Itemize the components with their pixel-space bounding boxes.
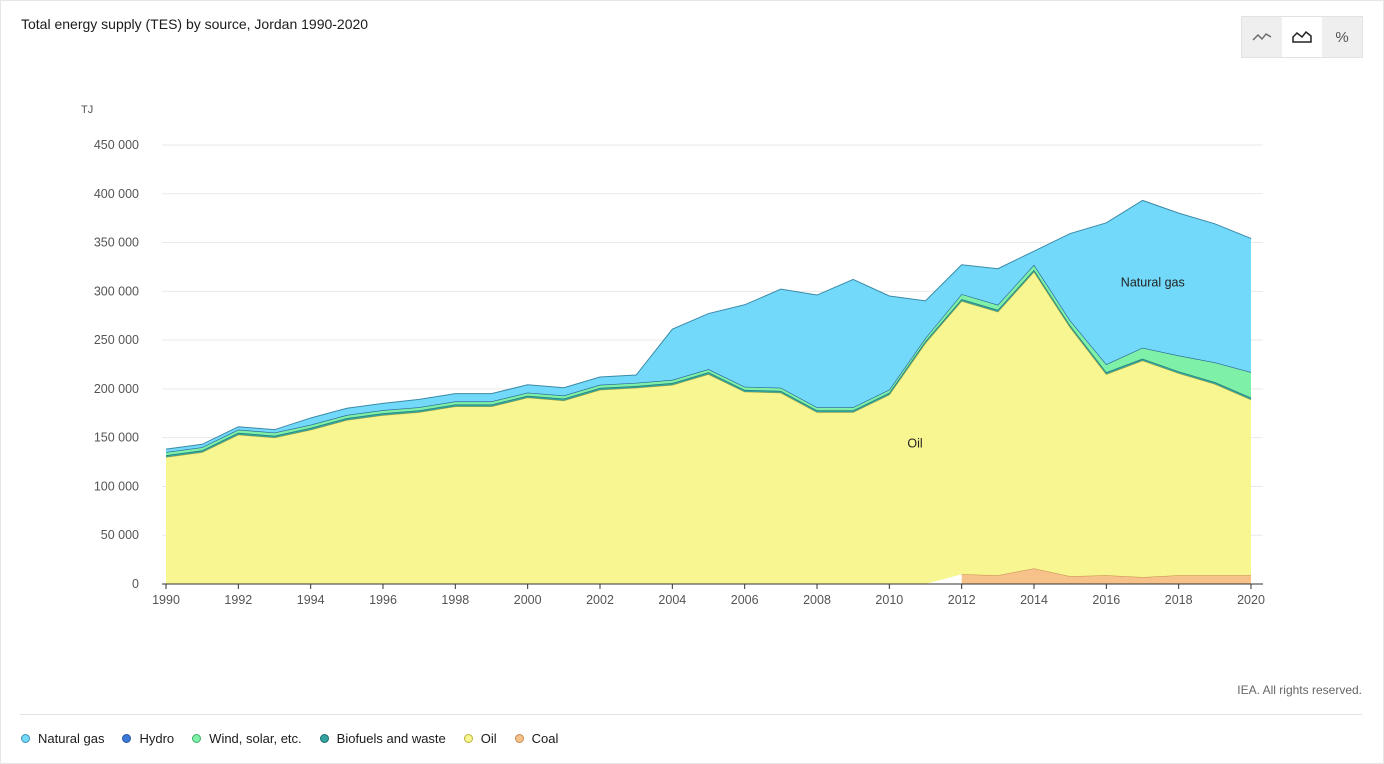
legend-divider (20, 714, 1362, 715)
x-tick-label: 1996 (369, 593, 397, 607)
y-tick-label: 250 000 (94, 333, 139, 347)
y-tick-label: 50 000 (101, 528, 139, 542)
y-tick-label: 350 000 (94, 236, 139, 250)
area-natural-gas (166, 200, 1251, 453)
y-unit-label: TJ (81, 104, 93, 116)
y-tick-label: 300 000 (94, 284, 139, 298)
chart-type-toggle: % (1241, 16, 1363, 58)
line-chart-button[interactable] (1242, 17, 1282, 57)
legend-item-hydro[interactable]: Hydro (122, 731, 174, 746)
legend-label: Hydro (139, 731, 175, 746)
x-tick-label: 2018 (1165, 593, 1193, 607)
legend-swatch (319, 734, 329, 743)
legend-label: Biofuels and waste (336, 731, 446, 746)
area-coal (961, 568, 1251, 584)
x-tick-label: 2012 (948, 593, 976, 607)
x-tick-label: 1992 (224, 593, 252, 607)
x-tick-label: 2008 (803, 593, 831, 607)
y-tick-label: 150 000 (94, 431, 139, 445)
legend-item-natural-gas[interactable]: Natural gas (21, 731, 104, 746)
x-tick-label: 1990 (152, 593, 180, 607)
legend-label: Wind, solar, etc. (209, 731, 302, 746)
x-tick-label: 2004 (658, 593, 686, 607)
series-annotation: Natural gas (1121, 275, 1185, 289)
area-chart-button[interactable] (1282, 17, 1322, 57)
legend-item-wind-solar[interactable]: Wind, solar, etc. (192, 731, 302, 746)
y-tick-label: 400 000 (94, 187, 139, 201)
x-tick-label: 2020 (1237, 593, 1265, 607)
legend-label: Coal (531, 731, 559, 746)
x-tick-label: 2010 (875, 593, 903, 607)
legend-swatch (21, 734, 30, 743)
y-tick-label: 0 (132, 577, 139, 591)
x-tick-label: 2016 (1092, 593, 1120, 607)
legend-item-oil[interactable]: Oil (463, 731, 497, 746)
x-tick-label: 2002 (586, 593, 614, 607)
legend-swatch (192, 734, 202, 743)
legend-swatch (463, 734, 473, 743)
legend-label: Natural gas (38, 731, 105, 746)
y-tick-label: 200 000 (94, 382, 139, 396)
y-tick-label: 100 000 (94, 479, 139, 493)
area-oil (166, 271, 1251, 584)
series-annotation: Oil (907, 436, 922, 450)
x-tick-label: 2014 (1020, 593, 1048, 607)
legend-item-biofuels-waste[interactable]: Biofuels and waste (319, 731, 446, 746)
legend-label: Oil (480, 731, 497, 746)
rights-note: IEA. All rights reserved. (1237, 683, 1362, 697)
x-tick-label: 2000 (514, 593, 542, 607)
x-tick-label: 1998 (441, 593, 469, 607)
percent-icon: % (1335, 28, 1349, 46)
series-line-natural-gas (165, 199, 1252, 450)
line-chart-icon (1252, 33, 1272, 41)
percent-button[interactable]: % (1322, 17, 1362, 57)
legend: Natural gas Hydro Wind, solar, etc. Biof… (21, 731, 558, 746)
legend-swatch (514, 734, 524, 743)
y-tick-label: 450 000 (94, 138, 139, 152)
x-tick-label: 2006 (731, 593, 759, 607)
chart-title: Total energy supply (TES) by source, Jor… (21, 16, 369, 32)
area-chart-icon (1292, 30, 1312, 43)
x-tick-label: 1994 (297, 593, 325, 607)
legend-swatch (122, 734, 132, 743)
legend-item-coal[interactable]: Coal (514, 731, 559, 746)
